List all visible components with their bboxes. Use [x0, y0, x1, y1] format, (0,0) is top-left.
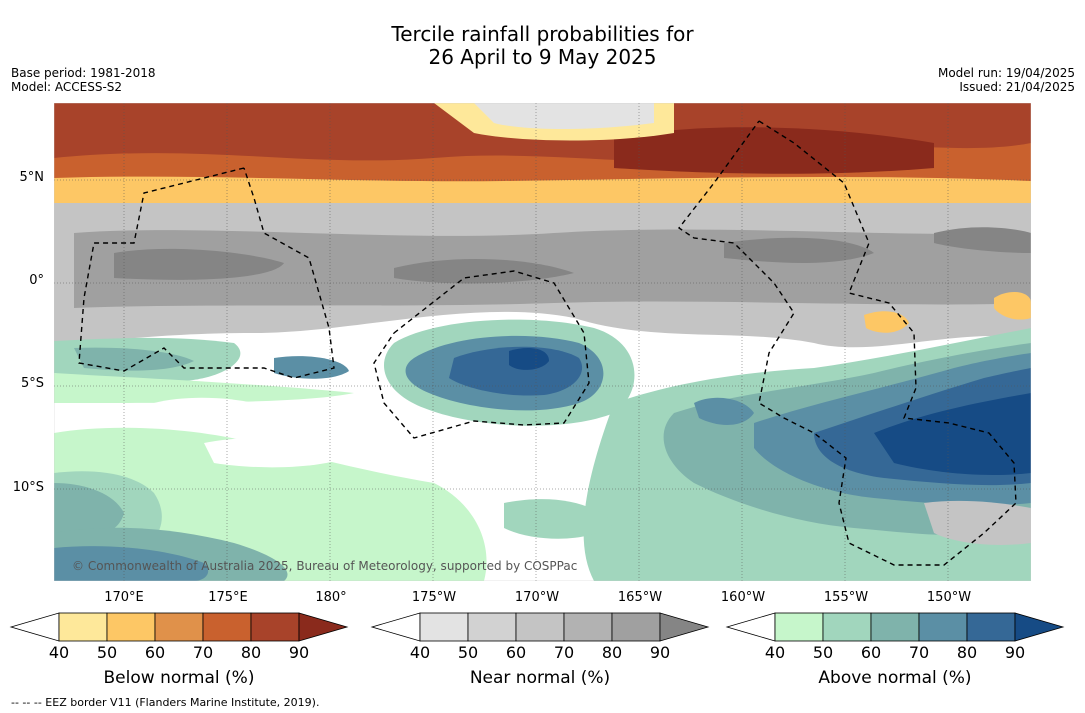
below-normal-cbar-high-extend: [298, 612, 349, 642]
near-normal-tick-label: 60: [505, 643, 527, 662]
rainfall-probability-map: © Commonwealth of Australia 2025, Bureau…: [54, 103, 1031, 581]
meta-right: Model run: 19/04/2025 Issued: 21/04/2025: [938, 66, 1075, 94]
below-normal-tick-label: 40: [48, 643, 70, 662]
above-normal-label: Above normal (%): [818, 668, 972, 688]
lon-label-180: 180°: [315, 590, 347, 605]
near-normal-cbar-segment: [467, 612, 517, 642]
lon-label-155w: 155°W: [823, 590, 869, 605]
lon-label-175w: 175°W: [411, 590, 457, 605]
below-normal-cbar-low-extend: [9, 612, 60, 642]
base-period: Base period: 1981-2018: [11, 66, 156, 80]
near-normal-cbar-high-extend: [659, 612, 710, 642]
above-normal-tick-label: 90: [1004, 643, 1026, 662]
model-run: Model run: 19/04/2025: [937, 66, 1075, 80]
lat-label-10s: 10°S: [12, 480, 44, 495]
map-title-line1: Tercile rainfall probabilities for: [391, 22, 694, 46]
above-normal-cbar-high-extend: [1014, 612, 1065, 642]
issued-date: Issued: 21/04/2025: [959, 80, 1075, 94]
above-normal-cbar-segment: [918, 612, 968, 642]
near-normal-cbar-segment: [515, 612, 565, 642]
eez-footer-note: -- -- -- EEZ border V11 (Flanders Marine…: [11, 696, 320, 709]
near-normal-tick-label: 50: [457, 643, 479, 662]
copyright-credit: © Commonwealth of Australia 2025, Bureau…: [72, 559, 577, 573]
near-normal-tick-label: 90: [649, 643, 671, 662]
above-normal-cbar-segment: [822, 612, 872, 642]
above-normal-tick-label: 50: [812, 643, 834, 662]
colorbars: [9, 612, 1065, 642]
near-normal-cbar-low-extend: [370, 612, 421, 642]
above-normal-tick-label: 70: [908, 643, 930, 662]
below-normal-tick-label: 60: [144, 643, 166, 662]
near-normal-label: Near normal (%): [469, 668, 611, 688]
near-normal-cbar-segment: [419, 612, 469, 642]
below-normal-tick-label: 70: [192, 643, 214, 662]
near-normal-cbar-segment: [611, 612, 661, 642]
below-normal-cbar-segment: [58, 612, 108, 642]
below-normal-cbar-segment: [106, 612, 156, 642]
near-normal-tick-label: 70: [553, 643, 575, 662]
below-normal-tick-label: 50: [96, 643, 118, 662]
map-title-line2: 26 April to 9 May 2025: [428, 45, 657, 69]
above-normal-cbar-low-extend: [725, 612, 776, 642]
lon-label-170e: 170°E: [104, 590, 144, 605]
lon-label-160w: 160°W: [720, 590, 766, 605]
lat-label-5n: 5°N: [19, 170, 45, 185]
below-normal-cbar-segment: [250, 612, 300, 642]
near-normal-tick-label: 80: [601, 643, 623, 662]
lon-label-175e: 175°E: [208, 590, 248, 605]
above-normal-cbar-segment: [966, 612, 1016, 642]
below-normal-tick-label: 90: [288, 643, 310, 662]
above-normal-cbar-segment: [774, 612, 824, 642]
lon-label-150w: 150°W: [926, 590, 972, 605]
eez-borders: [78, 120, 1017, 566]
near-normal-cbar-segment: [563, 612, 613, 642]
lat-label-0: 0°: [29, 273, 44, 288]
below-normal-cbar-segment: [154, 612, 204, 642]
model-name: Model: ACCESS-S2: [11, 80, 123, 94]
above-normal-tick-label: 60: [860, 643, 882, 662]
near-normal-tick-label: 40: [409, 643, 431, 662]
above-normal-cbar-segment: [870, 612, 920, 642]
below-normal-label: Below normal (%): [103, 668, 255, 688]
below-normal-cbar-segment: [202, 612, 252, 642]
lon-label-170w: 170°W: [514, 590, 560, 605]
lon-label-165w: 165°W: [617, 590, 663, 605]
meta-left: Base period: 1981-2018 Model: ACCESS-S2: [11, 66, 156, 94]
above-normal-tick-label: 40: [764, 643, 786, 662]
below-normal-tick-label: 80: [240, 643, 262, 662]
map-graticule: [54, 103, 1031, 581]
lat-label-5s: 5°S: [20, 376, 44, 391]
above-normal-tick-label: 80: [956, 643, 978, 662]
